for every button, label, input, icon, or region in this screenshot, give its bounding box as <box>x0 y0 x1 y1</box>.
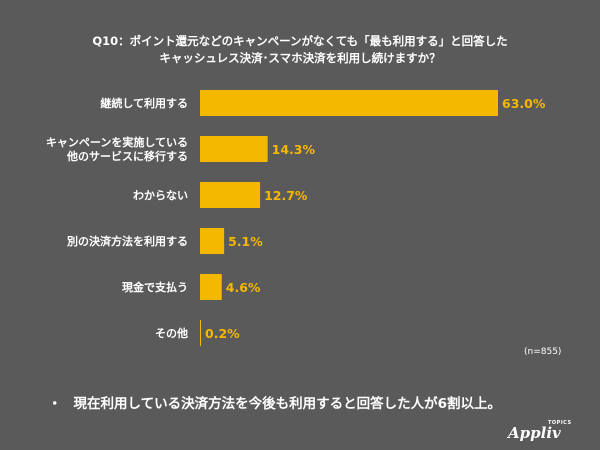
summary-text: ・現在利用している決済方法を今後も利用すると回答した人が6割以上。 <box>48 392 501 412</box>
category-label-1-1: 他のサービスに移行する <box>66 149 188 163</box>
category-label-4-0: 現金で支払う <box>122 280 188 294</box>
bar-4 <box>200 274 222 300</box>
summary-sentence: 現在利用している決済方法を今後も利用すると回答した人が6割以上。 <box>74 396 502 412</box>
category-label-1-0: キャンペーンを実施している <box>46 135 188 149</box>
sample-size-note: (n=855) <box>524 347 561 357</box>
category-label-3-0: 別の決済方法を利用する <box>66 234 188 248</box>
value-label-0: 63.0% <box>502 96 546 111</box>
brand-tag: TOPICS <box>548 420 572 426</box>
bar-5 <box>200 320 201 346</box>
brand-logo: Appliv TOPICS <box>508 420 588 444</box>
value-label-1: 14.3% <box>272 142 316 157</box>
category-label-2-0: わからない <box>133 189 188 202</box>
summary-bullet: ・ <box>48 396 62 412</box>
value-label-4: 4.6% <box>226 280 261 295</box>
bar-3 <box>200 228 224 254</box>
category-label-5-0: その他 <box>155 326 188 340</box>
value-label-3: 5.1% <box>228 234 263 249</box>
brand-name: Appliv <box>508 424 561 442</box>
bar-2 <box>200 182 260 208</box>
value-label-2: 12.7% <box>264 188 308 203</box>
bar-1 <box>200 136 268 162</box>
category-label-0-0: 継続して利用する <box>100 96 188 110</box>
value-label-5: 0.2% <box>205 326 240 341</box>
bar-chart: 63.0% 継続して利用する 14.3% キャンペーンを実施している他のサービスに移行… <box>0 0 600 360</box>
bar-0 <box>200 90 498 116</box>
